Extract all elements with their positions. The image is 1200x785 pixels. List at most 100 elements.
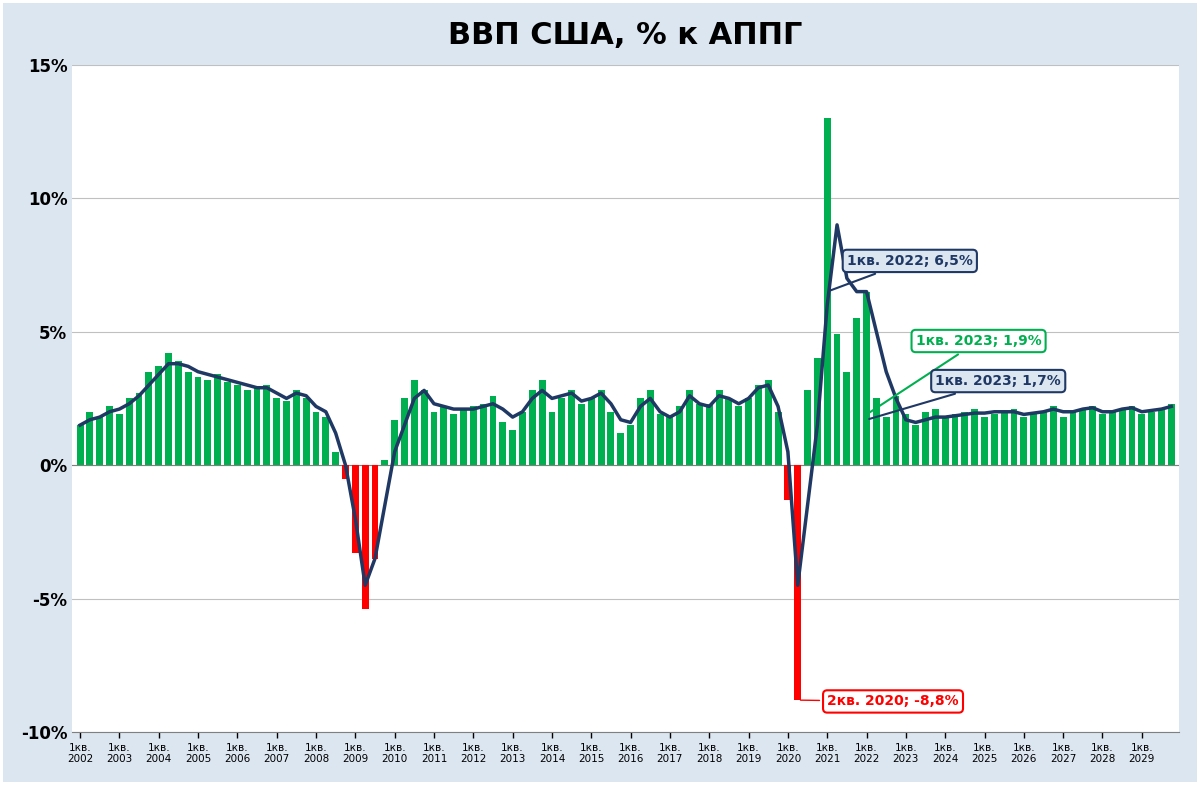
Bar [253,388,260,466]
Bar [726,399,732,466]
Bar [391,420,398,466]
Bar [401,399,408,466]
Bar [853,318,860,466]
Bar [450,414,457,466]
Bar [932,409,938,466]
Bar [126,399,133,466]
Bar [1118,409,1126,466]
Bar [1158,409,1165,466]
Bar [568,390,575,466]
Bar [264,385,270,466]
Bar [863,291,870,466]
Bar [893,396,900,466]
Bar [539,380,546,466]
Bar [912,425,919,466]
Bar [421,390,427,466]
Bar [883,417,889,466]
Bar [499,422,506,466]
Bar [617,433,624,466]
Bar [234,385,241,466]
Bar [244,390,251,466]
Bar [490,396,497,466]
Title: ВВП США, % к АППГ: ВВП США, % к АППГ [449,21,803,49]
Bar [520,412,526,466]
Text: 2кв. 2020; -8,8%: 2кв. 2020; -8,8% [800,695,959,708]
Bar [1148,412,1156,466]
Bar [814,359,821,466]
Bar [785,466,791,500]
Bar [470,407,476,466]
Bar [588,399,595,466]
Bar [804,390,811,466]
Bar [1109,412,1116,466]
Bar [1010,409,1018,466]
Bar [204,380,211,466]
Bar [166,353,172,466]
Bar [1168,403,1175,466]
Bar [628,425,634,466]
Bar [677,407,683,466]
Bar [352,466,359,553]
Bar [342,466,349,479]
Bar [736,407,742,466]
Bar [509,430,516,466]
Bar [224,382,230,466]
Bar [844,372,851,466]
Bar [656,414,664,466]
Bar [607,412,614,466]
Bar [116,414,122,466]
Bar [106,407,113,466]
Bar [529,390,535,466]
Bar [715,390,722,466]
Bar [902,414,910,466]
Bar [1060,417,1067,466]
Bar [686,390,694,466]
Bar [823,118,830,466]
Bar [382,460,389,466]
Bar [971,409,978,466]
Bar [961,412,968,466]
Bar [283,401,290,466]
Bar [745,399,752,466]
Bar [558,399,565,466]
Bar [312,412,319,466]
Bar [86,412,94,466]
Text: 1кв. 2022; 6,5%: 1кв. 2022; 6,5% [830,254,973,290]
Bar [1069,412,1076,466]
Bar [175,361,182,466]
Bar [155,367,162,466]
Bar [480,403,486,466]
Bar [1090,407,1096,466]
Bar [96,417,103,466]
Bar [598,390,605,466]
Bar [578,403,584,466]
Text: 1кв. 2023; 1,9%: 1кв. 2023; 1,9% [869,334,1042,413]
Bar [1031,414,1037,466]
Bar [775,412,781,466]
Bar [706,403,713,466]
Bar [145,372,152,466]
Bar [194,377,202,466]
Bar [922,412,929,466]
Bar [1128,407,1135,466]
Bar [1020,417,1027,466]
Bar [332,452,340,466]
Bar [323,417,329,466]
Bar [942,417,949,466]
Bar [460,409,467,466]
Bar [696,403,703,466]
Bar [361,466,368,609]
Bar [431,412,438,466]
Bar [274,399,280,466]
Bar [410,380,418,466]
Bar [1079,409,1086,466]
Bar [647,390,654,466]
Bar [1099,414,1106,466]
Bar [548,412,556,466]
Bar [372,466,378,559]
Bar [872,399,880,466]
Bar [764,380,772,466]
Bar [1139,414,1145,466]
Bar [637,399,644,466]
Bar [794,466,802,700]
